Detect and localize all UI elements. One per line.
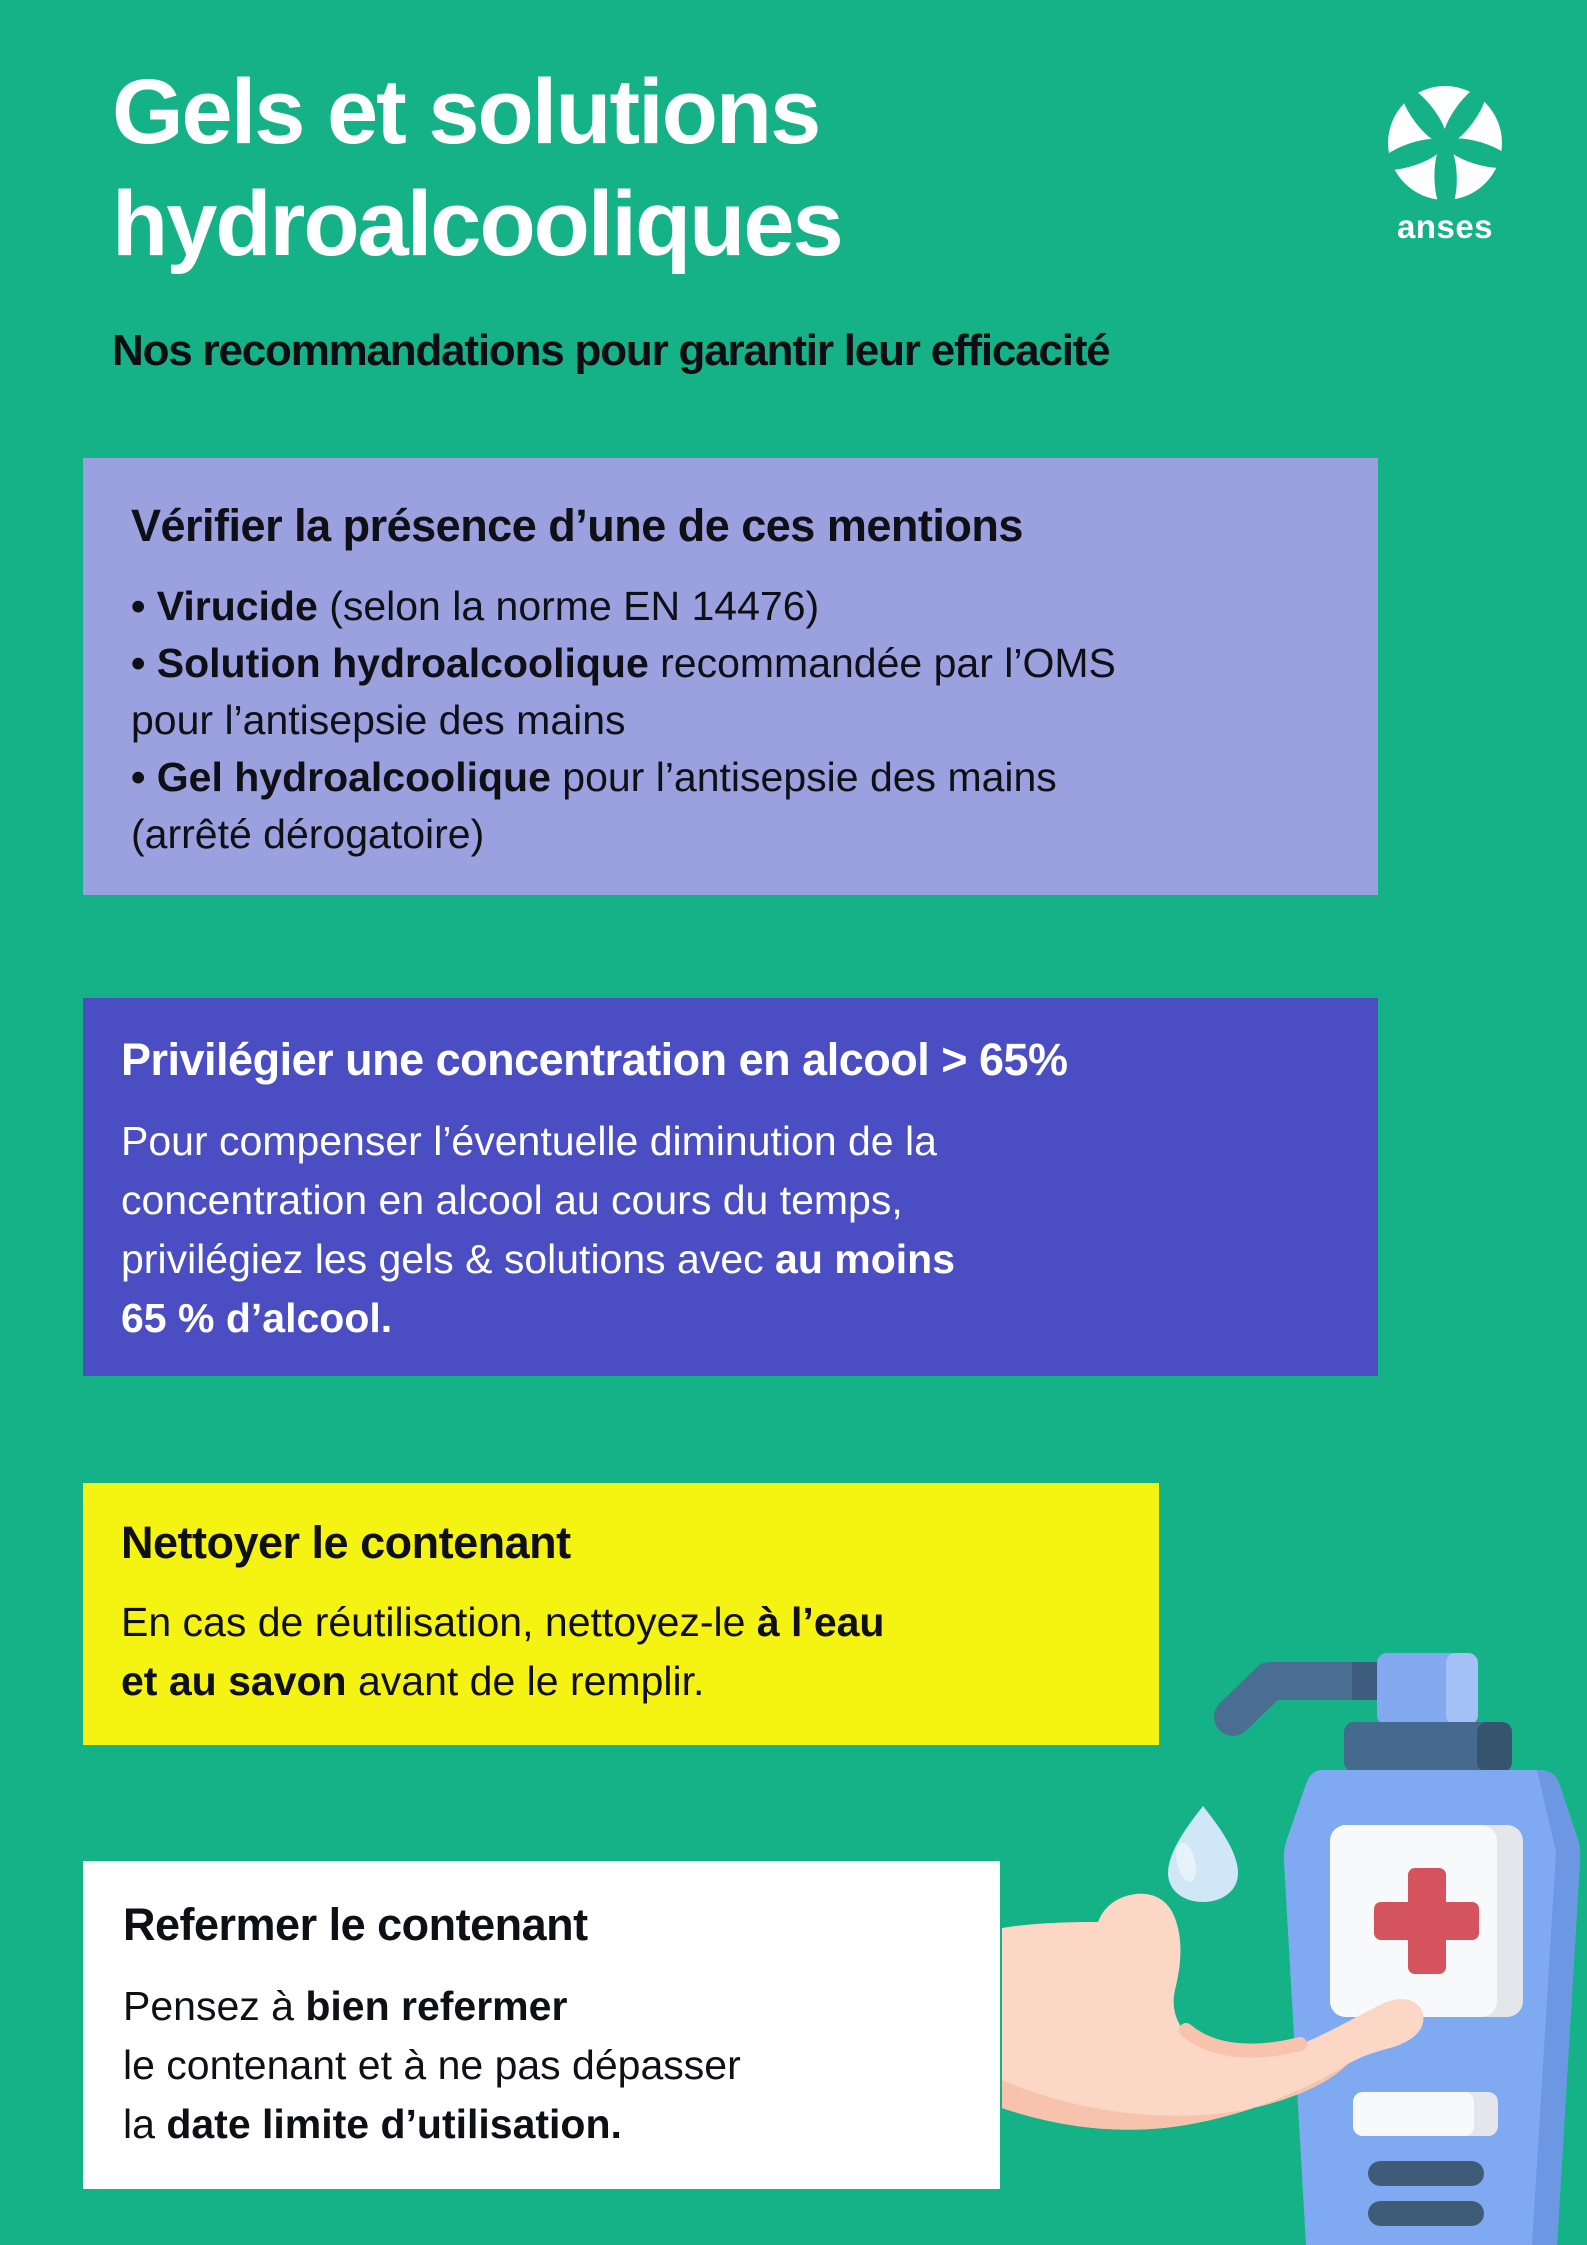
box-verify-mentions: Vérifier la présence d’une de ces mentio… [83,458,1378,895]
box-clean-container: Nettoyer le contenant En cas de réutilis… [83,1483,1159,1745]
body-line: Pensez à bien refermer [123,1983,568,2029]
body-line: concentration en alcool au cours du temp… [121,1177,903,1223]
sanitizer-illustration [1002,1653,1581,2245]
anses-logo: anses [1381,84,1509,246]
box-verify-body: • Virucide (selon la norme EN 14476) • S… [131,578,1330,863]
body-line: et au savon avant de le remplir. [121,1658,705,1704]
box-alcohol-concentration: Privilégier une concentration en alcool … [83,998,1378,1376]
pump-dispenser-nozzle-icon [1214,1653,1512,1772]
box-clean-body: En cas de réutilisation, nettoyez-le à l… [121,1593,1121,1711]
page-subtitle: Nos recommandations pour garantir leur e… [112,326,1111,375]
body-line: le contenant et à ne pas dépasser [123,2042,741,2088]
body-line: (arrêté dérogatoire) [131,811,485,857]
anses-logo-icon [1386,85,1504,202]
anses-logo-text: anses [1396,208,1494,245]
body-line: la date limite d’utilisation. [123,2101,622,2147]
box-verify-heading: Vérifier la présence d’une de ces mentio… [131,500,1023,551]
page-title: Gels et solutions hydroalcooliques [112,56,844,280]
page-title-line2: hydroalcooliques [112,173,844,275]
box-clean-heading: Nettoyer le contenant [121,1517,571,1568]
body-line: En cas de réutilisation, nettoyez-le à l… [121,1599,885,1645]
box-concentration-heading: Privilégier une concentration en alcool … [121,1034,1068,1085]
page-title-line1: Gels et solutions [112,61,821,163]
body-line: pour l’antisepsie des mains [131,697,626,743]
open-hand-icon [1002,1893,1424,2130]
body-line: Pour compenser l’éventuelle diminution d… [121,1118,937,1164]
sanitizer-pump-bottle-icon [1283,1770,1581,2245]
body-line: privilégiez les gels & solutions avec au… [121,1236,956,1282]
gel-drop-icon [1168,1806,1238,1902]
body-line: 65 % d’alcool. [121,1295,393,1341]
box-close-container: Refermer le contenant Pensez à bien refe… [83,1861,1000,2189]
box-close-heading: Refermer le contenant [123,1899,588,1950]
box-concentration-body: Pour compenser l’éventuelle diminution d… [121,1112,1340,1348]
bullet-item: • Gel hydroalcoolique pour l’antisepsie … [131,754,1057,800]
bullet-item: • Solution hydroalcoolique recommandée p… [131,640,1116,686]
medical-cross-icon [1374,1868,1479,1974]
box-close-body: Pensez à bien refermer le contenant et à… [123,1977,960,2154]
bullet-item: • Virucide (selon la norme EN 14476) [131,583,820,629]
